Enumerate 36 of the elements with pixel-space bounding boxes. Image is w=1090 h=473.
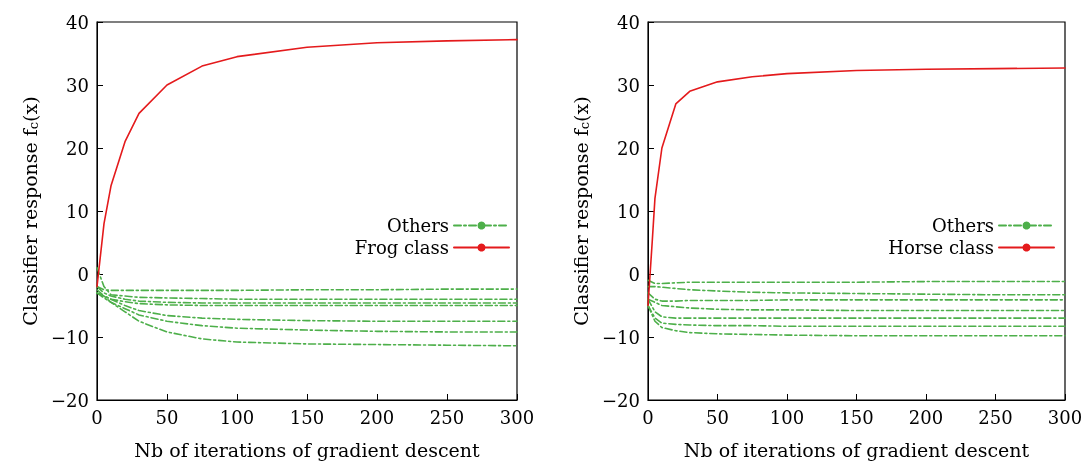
x-tick-label: 50 xyxy=(155,406,179,428)
legend-label: Horse class xyxy=(888,237,994,258)
y-tick-label: −20 xyxy=(602,389,640,411)
x-tick-label: 300 xyxy=(1047,406,1083,428)
y-axis-title: Classifier response fc(x) xyxy=(569,96,593,326)
x-tick-label: 250 xyxy=(978,406,1013,428)
y-tick-label: −10 xyxy=(602,326,640,348)
x-tick-label: 50 xyxy=(706,406,729,428)
y-tick-label: 0 xyxy=(77,263,89,285)
y-tick-label: 10 xyxy=(66,200,89,222)
x-tick-label: 200 xyxy=(908,406,944,428)
legend-label: Frog class xyxy=(354,237,449,258)
y-tick-label: 20 xyxy=(617,137,640,159)
x-tick-label: 0 xyxy=(642,406,654,428)
y-tick-label: 30 xyxy=(66,74,89,96)
x-tick-label: 100 xyxy=(219,406,255,428)
x-tick-label: 100 xyxy=(769,406,805,428)
y-axis-title: Classifier response fc(x) xyxy=(18,96,42,326)
x-tick-label: 200 xyxy=(359,406,395,428)
x-axis-title: Nb of iterations of gradient descent xyxy=(683,438,1030,461)
y-tick-label: −20 xyxy=(51,389,89,411)
x-tick-label: 250 xyxy=(429,406,465,428)
x-tick-label: 0 xyxy=(91,406,103,428)
legend-label: Others xyxy=(386,215,449,236)
y-tick-label: −10 xyxy=(51,326,89,348)
x-axis-title: Nb of iterations of gradient descent xyxy=(134,438,480,461)
x-tick-label: 300 xyxy=(499,406,535,428)
y-tick-label: 0 xyxy=(628,263,640,285)
y-tick-label: 30 xyxy=(617,74,640,96)
y-tick-label: 40 xyxy=(66,11,89,33)
legend-label: Others xyxy=(931,215,994,236)
x-tick-label: 150 xyxy=(289,406,325,428)
y-tick-label: 40 xyxy=(617,11,640,33)
y-tick-label: 20 xyxy=(66,137,89,159)
x-tick-label: 150 xyxy=(839,406,874,428)
y-tick-label: 10 xyxy=(617,200,640,222)
